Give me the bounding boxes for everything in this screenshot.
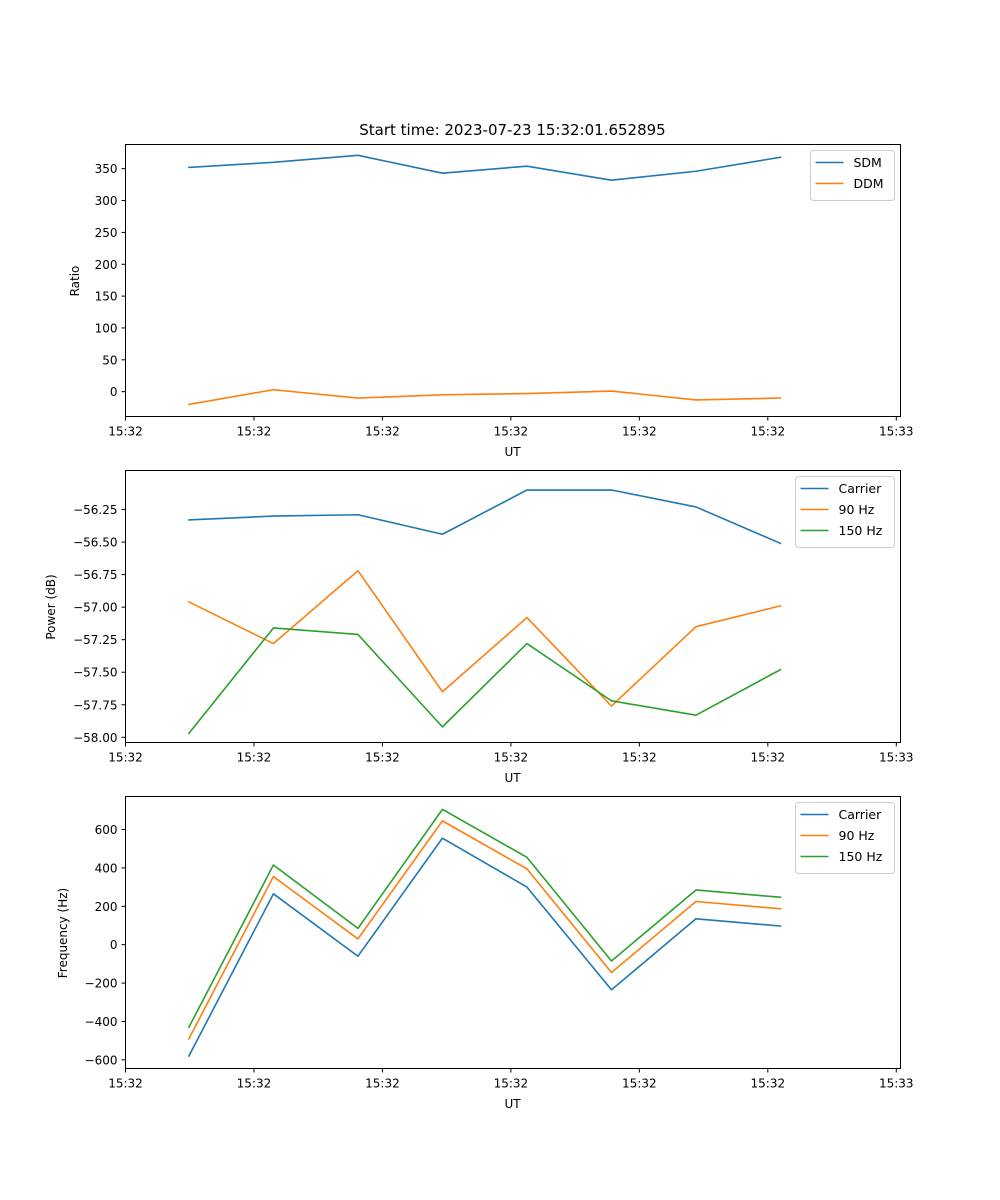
power-x-axis-label: UT bbox=[504, 771, 521, 785]
power-legend-label-carrier: Carrier bbox=[839, 481, 883, 496]
power-plot-frame bbox=[125, 470, 901, 743]
power-y-tick-label: −56.25 bbox=[73, 503, 117, 517]
power-x-tick-label: 15:32 bbox=[751, 751, 786, 765]
ratio-x-tick-label: 15:32 bbox=[365, 425, 400, 439]
ratio-x-tick-label: 15:32 bbox=[751, 425, 786, 439]
ratio-y-tick-label: 300 bbox=[95, 194, 118, 208]
frequency-x-tick-label: 15:32 bbox=[108, 1077, 143, 1091]
ratio-legend-label-sdm: SDM bbox=[854, 155, 882, 170]
power-legend-label-90-hz: 90 Hz bbox=[839, 502, 875, 517]
ratio-y-tick-label: 250 bbox=[95, 226, 118, 240]
ratio-plot-frame bbox=[125, 144, 901, 417]
ratio-y-tick-label: 200 bbox=[95, 258, 118, 272]
frequency-x-tick-label: 15:32 bbox=[751, 1077, 786, 1091]
ratio-y-tick-label: 150 bbox=[95, 290, 118, 304]
power-x-tick-label: 15:32 bbox=[237, 751, 272, 765]
ratio-x-tick-label: 15:32 bbox=[622, 425, 657, 439]
ratio-x-tick-label: 15:32 bbox=[494, 425, 529, 439]
power-y-axis-label: Power (dB) bbox=[44, 574, 58, 639]
power-x-tick-label: 15:32 bbox=[622, 751, 657, 765]
frequency-panel: 15:32 15:32 15:32 15:32 15:32 15:32 15:33 −600 −… bbox=[56, 796, 914, 1111]
frequency-series-90-hz-line bbox=[187, 820, 782, 1040]
power-series-90-hz-line bbox=[187, 569, 782, 707]
ratio-x-axis-label: UT bbox=[504, 445, 521, 459]
power-series-150-hz-line bbox=[187, 627, 782, 735]
power-panel: 15:32 15:32 15:32 15:32 15:32 15:32 15:33 −58.0… bbox=[44, 470, 914, 785]
power-x-tick-label: 15:32 bbox=[365, 751, 400, 765]
frequency-plot-frame bbox=[125, 796, 901, 1069]
frequency-y-tick-label: 200 bbox=[95, 900, 118, 914]
frequency-legend: Carrier 90 Hz 150 Hz bbox=[795, 802, 895, 874]
power-y-tick-label: −57.25 bbox=[73, 633, 117, 647]
frequency-legend-label-150-hz: 150 Hz bbox=[839, 849, 883, 864]
frequency-x-tick-label: 15:32 bbox=[494, 1077, 529, 1091]
frequency-series-150-hz-line bbox=[187, 808, 782, 1029]
frequency-x-axis-label: UT bbox=[504, 1097, 521, 1111]
frequency-y-tick-label: −600 bbox=[85, 1053, 118, 1067]
ratio-x-tick-label: 15:32 bbox=[108, 425, 143, 439]
power-y-tick-label: −57.00 bbox=[73, 601, 117, 615]
power-x-tick-label: 15:33 bbox=[879, 751, 914, 765]
ratio-x-tick-label: 15:33 bbox=[879, 425, 914, 439]
frequency-y-axis-label: Frequency (Hz) bbox=[56, 888, 70, 979]
ratio-y-tick-label: 350 bbox=[95, 162, 118, 176]
figure-title: Start time: 2023-07-23 15:32:01.652895 bbox=[359, 121, 665, 139]
ratio-x-tick-label: 15:32 bbox=[237, 425, 272, 439]
ratio-legend: SDM DDM bbox=[810, 150, 895, 201]
ratio-y-tick-label: 100 bbox=[95, 321, 118, 335]
frequency-x-tick-label: 15:32 bbox=[237, 1077, 272, 1091]
power-legend: Carrier 90 Hz 150 Hz bbox=[795, 476, 895, 548]
frequency-y-tick-label: −400 bbox=[85, 1015, 118, 1029]
power-y-tick-label: −57.50 bbox=[73, 666, 117, 680]
ratio-y-tick-label: 0 bbox=[110, 385, 118, 399]
power-y-tick-label: −56.50 bbox=[73, 536, 117, 550]
frequency-legend-label-90-hz: 90 Hz bbox=[839, 828, 875, 843]
ratio-legend-label-ddm: DDM bbox=[854, 176, 884, 191]
frequency-y-tick-label: 0 bbox=[110, 938, 118, 952]
power-y-tick-label: −57.75 bbox=[73, 698, 117, 712]
power-series-carrier-line bbox=[188, 489, 782, 545]
frequency-x-tick-label: 15:33 bbox=[879, 1077, 914, 1091]
power-y-tick-label: −58.00 bbox=[73, 731, 117, 745]
power-x-tick-label: 15:32 bbox=[108, 751, 143, 765]
frequency-y-tick-label: 400 bbox=[95, 861, 118, 875]
frequency-y-tick-label: 600 bbox=[95, 823, 118, 837]
frequency-legend-label-carrier: Carrier bbox=[839, 807, 883, 822]
frequency-y-tick-label: −200 bbox=[85, 977, 118, 991]
ratio-y-tick-label: 50 bbox=[102, 353, 117, 367]
frequency-x-tick-label: 15:32 bbox=[365, 1077, 400, 1091]
ratio-series-sdm-line bbox=[188, 154, 782, 181]
power-y-tick-label: −56.75 bbox=[73, 568, 117, 582]
ratio-y-axis-label: Ratio bbox=[68, 266, 82, 297]
power-legend-label-150-hz: 150 Hz bbox=[839, 523, 883, 538]
ratio-series-ddm-line bbox=[187, 388, 782, 406]
frequency-x-tick-label: 15:32 bbox=[622, 1077, 657, 1091]
frequency-series-carrier-line bbox=[187, 837, 782, 1058]
ratio-panel: 15:32 15:32 15:32 15:32 15:32 15:32 15:33 0 50 10… bbox=[68, 144, 914, 459]
power-x-tick-label: 15:32 bbox=[494, 751, 529, 765]
